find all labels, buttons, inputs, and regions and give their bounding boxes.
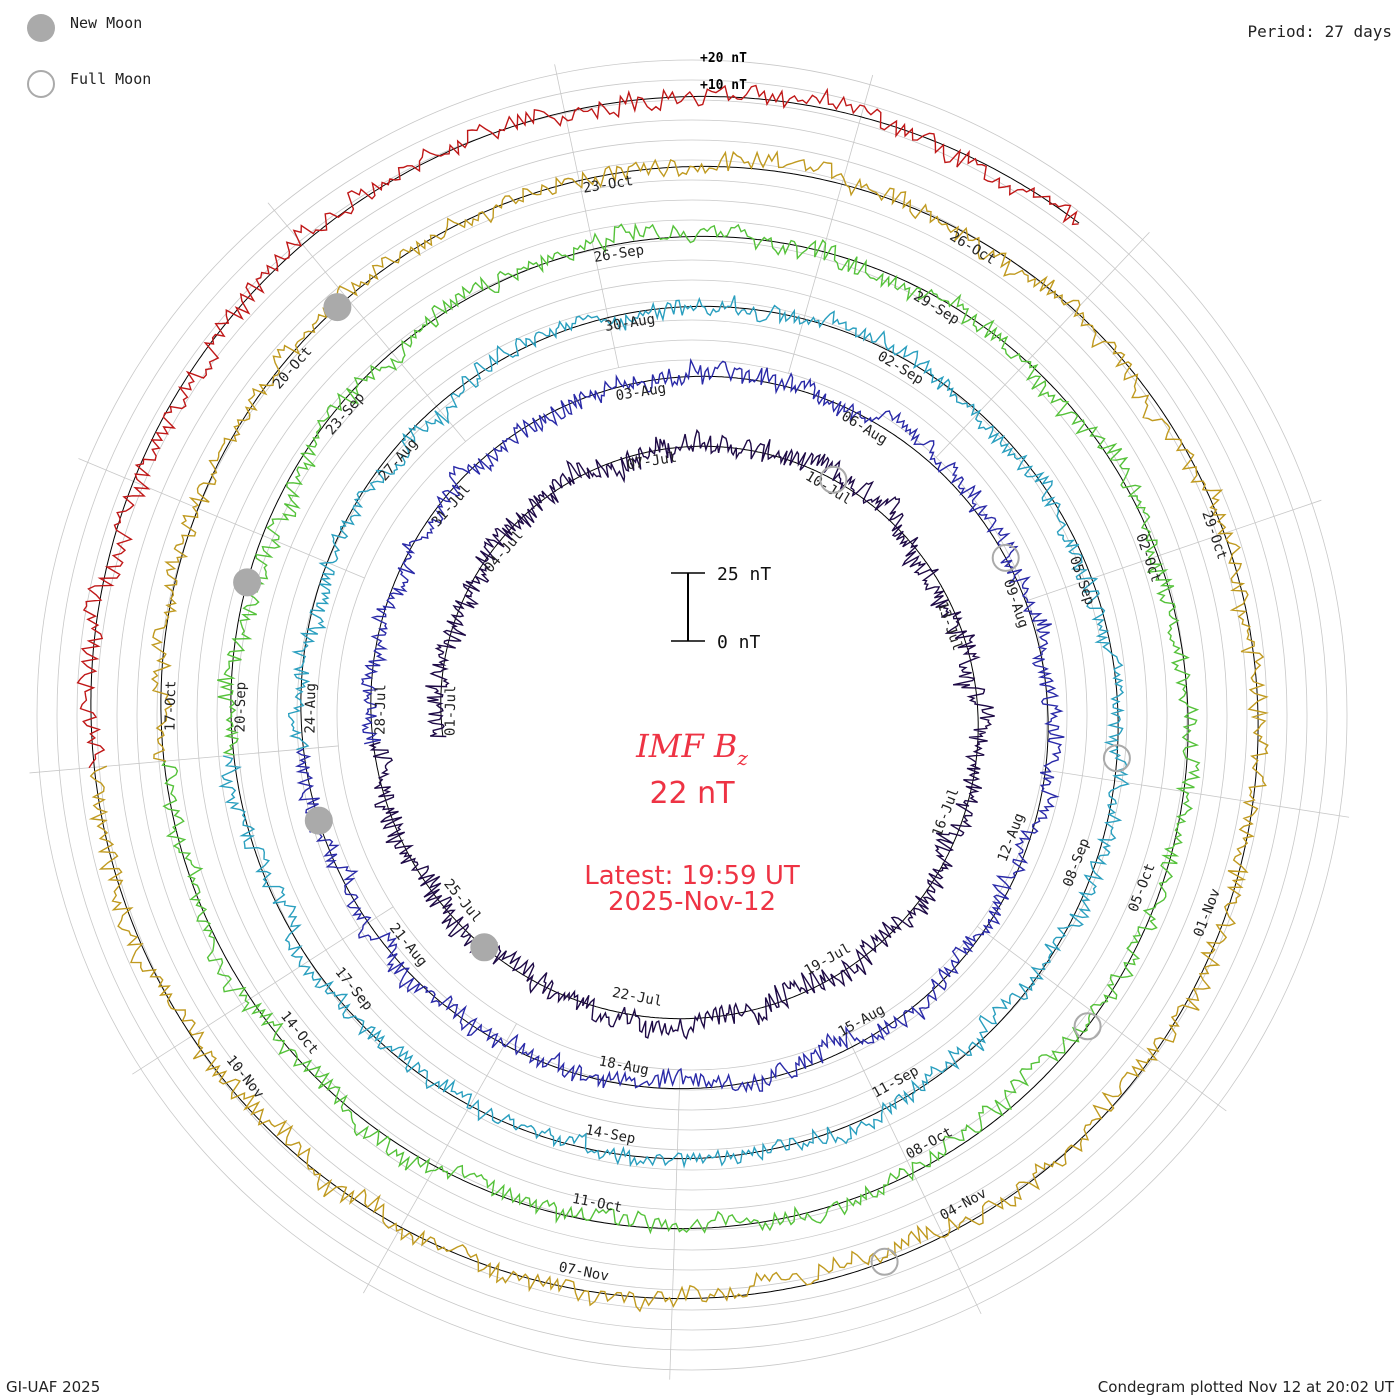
- latest-date: 2025-Nov-12: [608, 887, 776, 917]
- grid-ring: [336, 359, 1048, 1071]
- grid-spoke: [1042, 769, 1350, 818]
- grid-ring: [176, 199, 1208, 1231]
- grid-ring: [316, 339, 1068, 1091]
- date-label: 23-Oct: [582, 173, 634, 197]
- chart-grid: [29, 59, 1350, 1380]
- grid-spoke: [669, 1069, 681, 1380]
- grid-ring: [276, 299, 1108, 1131]
- legend-new-moon-label: New Moon: [70, 14, 143, 32]
- new-moon-icon: [27, 14, 55, 42]
- full-moon-marker: [870, 1247, 899, 1276]
- grid-spoke: [132, 906, 394, 1075]
- zero-baseline: [372, 445, 979, 1020]
- date-label: 15-Aug: [836, 1002, 888, 1041]
- full-moon-marker: [1102, 744, 1131, 773]
- grid-ring: [256, 279, 1128, 1151]
- date-label: 30-Aug: [604, 311, 656, 335]
- date-label: 20-Sep: [232, 682, 249, 733]
- date-label: 24-Aug: [302, 683, 319, 734]
- date-label: 26-Oct: [947, 228, 999, 268]
- zero-baseline: [93, 165, 1259, 1300]
- grid-spoke: [363, 1023, 517, 1294]
- grid-spoke: [554, 64, 620, 368]
- grid-ring: [216, 239, 1168, 1191]
- legend-full-moon-label: Full Moon: [70, 70, 152, 88]
- grid-ring: [136, 159, 1248, 1271]
- date-label: 03-Aug: [615, 380, 667, 404]
- date-label: 01-Jul: [442, 685, 459, 736]
- date-label: 08-Oct: [903, 1124, 955, 1163]
- grid-spoke: [267, 202, 466, 442]
- full-moon-marker: [819, 465, 848, 494]
- scale-bar-bottom-label: 0 nT: [717, 632, 761, 653]
- zero-baseline: [90, 95, 1080, 768]
- series-line: [218, 295, 1130, 1169]
- date-label: 23-Sep: [323, 390, 368, 439]
- date-label: 26-Sep: [593, 242, 645, 266]
- center-text: IMF Bz 22 nT Latest: 19:59 UT 2025-Nov-1…: [584, 727, 800, 917]
- outer-scale: +20 nT +10 nT: [700, 51, 747, 93]
- series-line: [294, 357, 1065, 1094]
- date-label: 04-Nov: [937, 1185, 989, 1224]
- grid-ring: [36, 59, 1348, 1371]
- grid-ring: [236, 259, 1148, 1171]
- moon-markers: [233, 293, 1131, 1276]
- zero-baseline: [303, 375, 1049, 1090]
- grid-ring: [76, 99, 1308, 1331]
- chart-title: IMF Bz: [635, 727, 748, 770]
- date-label: 02-Sep: [875, 348, 927, 388]
- grid-ring: [296, 319, 1088, 1111]
- date-label: 27-Aug: [376, 436, 421, 485]
- series-line: [368, 428, 995, 1040]
- series-line: [88, 150, 1269, 1313]
- grid-spoke: [935, 232, 1150, 458]
- grid-ring: [96, 119, 1288, 1311]
- grid-spoke: [976, 926, 1227, 1112]
- credit-label: GI-UAF 2025: [6, 1378, 101, 1396]
- outer-scale-20-label: +20 nT: [700, 51, 747, 66]
- date-label: 17-Oct: [162, 681, 179, 732]
- scale-bar-top-label: 25 nT: [717, 564, 771, 585]
- date-label: 16-Jul: [929, 786, 962, 839]
- grid-ring: [56, 79, 1328, 1351]
- date-label: 05-Oct: [1126, 861, 1159, 914]
- period-label: Period: 27 days: [1247, 22, 1393, 41]
- full-moon-marker: [991, 543, 1020, 572]
- date-label: 31-Jul: [429, 481, 474, 530]
- grid-ring: [116, 139, 1268, 1291]
- current-value: 22 nT: [649, 776, 735, 811]
- date-label: 12-Aug: [995, 811, 1028, 864]
- date-label: 28-Jul: [372, 684, 389, 735]
- full-moon-marker: [1073, 1012, 1102, 1041]
- series-line: [161, 222, 1201, 1235]
- date-label: 14-Sep: [584, 1122, 637, 1147]
- new-moon-marker: [304, 806, 333, 835]
- grid-spoke: [29, 745, 339, 774]
- latest-time: Latest: 19:59 UT: [584, 861, 800, 891]
- scale-bar: 25 nT 0 nT: [671, 564, 771, 653]
- new-moon-marker: [233, 568, 262, 597]
- spiral-series: [76, 84, 1269, 1313]
- series-line: [76, 84, 1079, 769]
- outer-scale-10-label: +10 nT: [700, 78, 747, 93]
- grid-spoke: [1027, 499, 1322, 601]
- new-moon-marker: [470, 933, 499, 962]
- full-moon-icon: [27, 70, 55, 98]
- date-label: 07-Jul: [626, 450, 678, 474]
- new-moon-marker: [323, 293, 352, 322]
- grid-spoke: [788, 74, 874, 374]
- grid-spoke: [78, 458, 365, 579]
- grid-spoke: [845, 1034, 982, 1315]
- date-label: 22-Jul: [611, 985, 664, 1010]
- plotted-timestamp: Condegram plotted Nov 12 at 20:02 UT: [1097, 1378, 1394, 1396]
- grid-ring: [156, 179, 1228, 1251]
